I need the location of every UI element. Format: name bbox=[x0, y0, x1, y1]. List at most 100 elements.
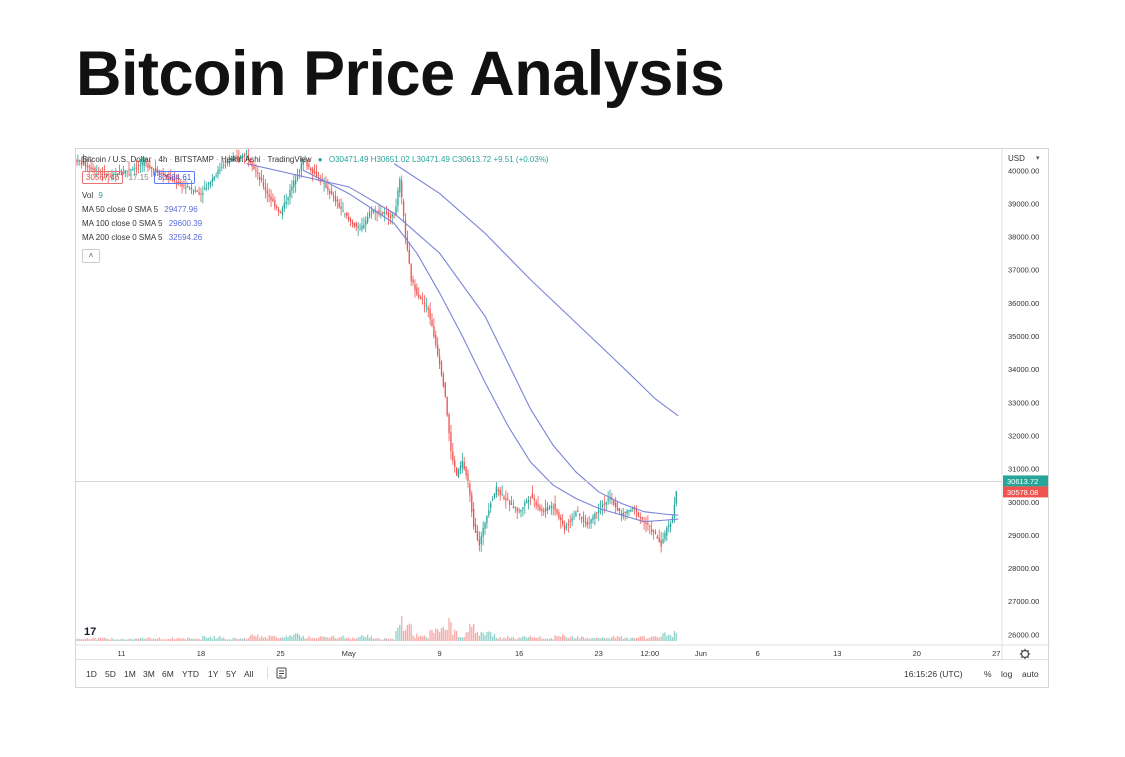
volume-bar bbox=[160, 639, 162, 641]
timeframe-3m[interactable]: 3M bbox=[143, 669, 155, 679]
candle bbox=[164, 175, 166, 177]
volume-bar bbox=[374, 638, 376, 641]
candle bbox=[586, 521, 588, 526]
chart-style-label: Heikin Ashi bbox=[220, 155, 261, 164]
collapse-legend-button[interactable]: ˄ bbox=[82, 249, 100, 263]
candle bbox=[437, 344, 439, 356]
candle bbox=[295, 179, 297, 185]
candle bbox=[238, 156, 240, 159]
timeframe-5y[interactable]: 5Y bbox=[226, 669, 237, 679]
volume-bar bbox=[363, 636, 365, 641]
volume-value: 9 bbox=[98, 191, 103, 200]
volume-bar bbox=[221, 638, 223, 641]
volume-bar bbox=[592, 637, 594, 641]
candle bbox=[351, 221, 354, 225]
candle bbox=[105, 175, 107, 177]
timeframe-ytd[interactable]: YTD bbox=[182, 669, 199, 679]
percent-scale-toggle[interactable]: % bbox=[984, 669, 992, 679]
gear-icon[interactable] bbox=[1019, 648, 1031, 660]
volume-bar bbox=[562, 634, 564, 641]
volume-bar bbox=[613, 636, 615, 641]
volume-bar bbox=[276, 637, 278, 641]
candle bbox=[79, 160, 81, 162]
ma-legend-100[interactable]: MA 100 close 0 SMA 5 29600.39 bbox=[82, 219, 202, 228]
candle bbox=[325, 182, 327, 189]
symbol-name[interactable]: Bitcoin / U.S. Dollar bbox=[82, 155, 152, 164]
candle bbox=[304, 161, 306, 163]
volume-bar bbox=[241, 638, 244, 641]
compare-icon[interactable] bbox=[275, 666, 289, 682]
volume-bar bbox=[387, 638, 390, 641]
utc-clock[interactable]: 16:15:26 (UTC) bbox=[904, 669, 963, 679]
candle bbox=[103, 171, 106, 173]
timeframe-5d[interactable]: 5D bbox=[105, 669, 116, 679]
interval-label[interactable]: 4h bbox=[158, 155, 168, 164]
candle bbox=[633, 508, 636, 510]
volume-bar bbox=[618, 637, 621, 641]
auto-scale-toggle[interactable]: auto bbox=[1022, 669, 1039, 679]
timeframe-1d[interactable]: 1D bbox=[86, 669, 97, 679]
candle bbox=[287, 197, 289, 201]
candle bbox=[90, 167, 92, 170]
candle bbox=[628, 510, 630, 512]
timeframe-6m[interactable]: 6M bbox=[162, 669, 174, 679]
buy-price-button[interactable]: 30584.61 bbox=[153, 171, 196, 184]
volume-legend[interactable]: Vol 9 bbox=[82, 191, 103, 200]
candle bbox=[520, 509, 522, 512]
chevron-down-icon[interactable]: ▾ bbox=[1036, 155, 1040, 162]
candle bbox=[575, 512, 577, 516]
volume-bar bbox=[380, 639, 382, 641]
log-scale-toggle[interactable]: log bbox=[1001, 669, 1013, 679]
volume-bar bbox=[179, 638, 181, 641]
y-tick-label: 26000.00 bbox=[1008, 630, 1039, 639]
candle bbox=[594, 513, 596, 519]
candle bbox=[329, 190, 331, 194]
candle bbox=[408, 249, 410, 264]
volume-bar bbox=[459, 637, 462, 641]
currency-selector[interactable]: USD bbox=[1008, 154, 1025, 163]
candle bbox=[582, 516, 585, 522]
tradingview-chart[interactable]: 40000.00 39000.00 38000.00 37000.00 36000.00… bbox=[75, 148, 1050, 689]
candle bbox=[272, 198, 274, 202]
candle bbox=[546, 506, 549, 511]
ma-legend-50[interactable]: MA 50 close 0 SMA 5 29477.96 bbox=[82, 205, 198, 214]
volume-bar bbox=[442, 626, 445, 641]
volume-bar bbox=[548, 638, 551, 641]
candle bbox=[346, 212, 348, 217]
volume-bar bbox=[115, 639, 117, 641]
timeframe-1y[interactable]: 1Y bbox=[208, 669, 219, 679]
candle bbox=[243, 154, 246, 156]
chart-canvas[interactable]: 40000.00 39000.00 38000.00 37000.00 36000.00… bbox=[76, 149, 1050, 689]
candle bbox=[181, 184, 183, 187]
candle bbox=[577, 510, 579, 512]
candle bbox=[571, 517, 573, 521]
volume-bar bbox=[365, 637, 367, 641]
candle bbox=[349, 218, 352, 222]
candle bbox=[183, 185, 185, 187]
candle bbox=[425, 305, 427, 307]
volume-bar bbox=[321, 636, 323, 641]
candle bbox=[630, 509, 632, 512]
volume-bar bbox=[503, 637, 505, 641]
candle bbox=[190, 187, 193, 190]
volume-bar bbox=[338, 637, 340, 641]
candle bbox=[480, 536, 482, 544]
sell-price-button[interactable]: 30567.46 bbox=[82, 171, 124, 184]
volume-bar bbox=[81, 639, 83, 641]
volume-bar bbox=[76, 639, 77, 641]
candle bbox=[427, 307, 429, 310]
trade-prices: 30567.46 17.15 30584.61 bbox=[82, 171, 198, 184]
volume-bar bbox=[289, 634, 291, 641]
timeframe-all[interactable]: All bbox=[244, 669, 254, 679]
volume-bar bbox=[522, 636, 524, 641]
volume-bar bbox=[476, 631, 479, 641]
candle bbox=[533, 498, 535, 501]
candle bbox=[211, 178, 214, 183]
volume-bar bbox=[535, 637, 537, 641]
candle bbox=[597, 510, 600, 513]
volume-bar bbox=[378, 638, 380, 641]
volume-bar bbox=[124, 639, 126, 641]
candle bbox=[179, 181, 181, 184]
timeframe-1m[interactable]: 1M bbox=[124, 669, 136, 679]
ma-legend-200[interactable]: MA 200 close 0 SMA 5 32594.26 bbox=[82, 233, 202, 242]
